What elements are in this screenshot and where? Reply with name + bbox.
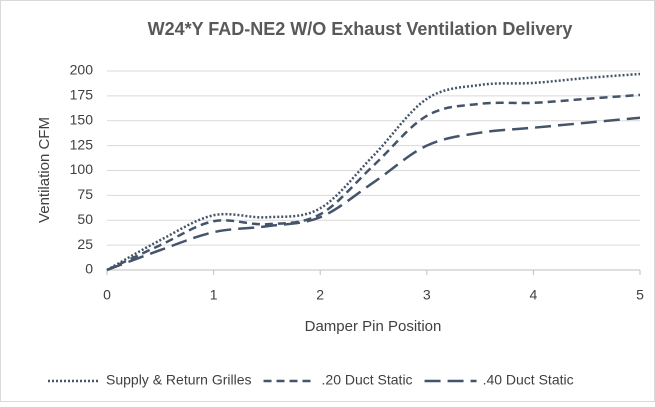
- series-line: [106, 116, 641, 272]
- y-tick-label: 200: [70, 62, 94, 78]
- y-tick-label: 0: [85, 261, 93, 277]
- y-tick-label: 100: [70, 161, 94, 177]
- y-tick-label: 25: [77, 236, 93, 252]
- x-tick-label: 2: [316, 287, 324, 303]
- x-tick-label: 4: [530, 287, 538, 303]
- x-tick-label: 1: [210, 287, 218, 303]
- chart-title: W24*Y FAD-NE2 W/O Exhaust Ventilation De…: [148, 19, 573, 39]
- x-tick-label: 0: [103, 287, 111, 303]
- x-axis-label: Damper Pin Position: [305, 318, 442, 335]
- legend-label: Supply & Return Grilles: [106, 372, 252, 388]
- x-tick-label: 3: [423, 287, 431, 303]
- y-tick-label: 75: [77, 186, 93, 202]
- x-tick-label: 5: [636, 287, 644, 303]
- y-axis-label: Ventilation CFM: [36, 117, 53, 223]
- y-tick-label: 150: [70, 111, 94, 127]
- y-tick-label: 175: [70, 87, 94, 103]
- legend-label: .20 Duct Static: [322, 372, 413, 388]
- y-tick-label: 50: [77, 211, 93, 227]
- legend-label: .40 Duct Static: [483, 372, 574, 388]
- y-tick-label: 125: [70, 136, 94, 152]
